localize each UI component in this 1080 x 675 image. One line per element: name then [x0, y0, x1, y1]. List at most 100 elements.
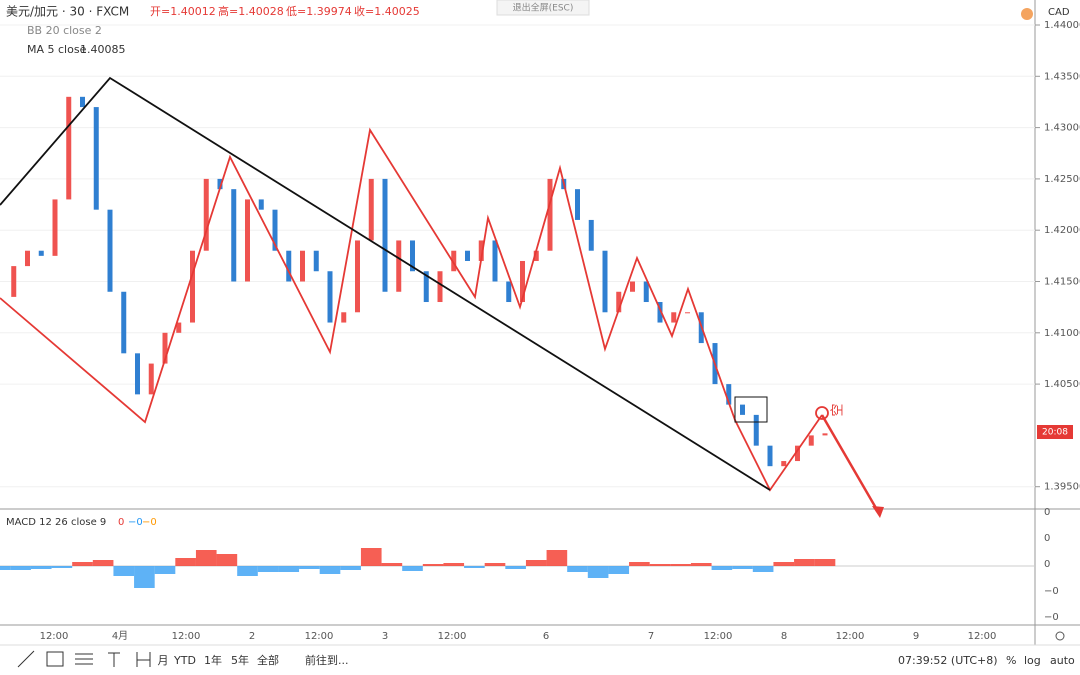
high: 高=1.40028 [218, 4, 284, 18]
candle [822, 433, 828, 436]
macd-tick-label: 0 [1044, 533, 1050, 544]
macd-v3: −0 [142, 517, 157, 528]
candle [38, 250, 44, 256]
macd-bar [587, 566, 609, 578]
price-tick-label: 1.42000 [1044, 225, 1080, 236]
symbol[interactable]: 美元/加元 · 30 · FXCM [6, 5, 129, 19]
close: 收=1.40025 [354, 4, 420, 18]
candle [616, 291, 622, 313]
open: 开=1.40012 [150, 5, 216, 18]
settings-icon[interactable] [1055, 631, 1065, 641]
macd-bar [72, 562, 93, 566]
candle [217, 178, 223, 190]
candle [588, 219, 594, 251]
macd-tick-label: −0 [1044, 612, 1059, 623]
time-label: 12:00 [438, 631, 467, 642]
tool-measure[interactable] [136, 652, 151, 667]
macd-bar [794, 559, 815, 566]
price-tick-label: 1.42500 [1044, 174, 1080, 185]
candle [396, 240, 402, 292]
price-tick-label: 1.43000 [1044, 123, 1080, 134]
auto-button[interactable]: auto [1050, 654, 1075, 667]
macd-bar [608, 566, 630, 574]
candle [121, 291, 127, 354]
macd-bar [195, 550, 217, 566]
exit-label[interactable]: 退出全屏(ESC) [513, 2, 574, 14]
time-label: 2 [249, 631, 255, 642]
range-button[interactable]: 全部 [257, 653, 279, 667]
macd-bar [505, 566, 526, 569]
log-button[interactable]: log [1024, 654, 1041, 667]
candle [176, 322, 182, 333]
candle [547, 178, 553, 251]
macd-bar [360, 548, 382, 566]
percent-button[interactable]: % [1006, 654, 1016, 667]
last-price-box [1037, 425, 1073, 439]
macd-label: MACD 12 26 close 9 [6, 517, 106, 528]
price-tick-label: 1.44000 [1044, 20, 1080, 31]
time-label: 12:00 [968, 631, 997, 642]
candle [162, 332, 168, 364]
macd-bar [402, 566, 423, 571]
candle [492, 240, 498, 282]
macd-bar [443, 563, 465, 566]
macd-bar [670, 564, 691, 566]
range-button[interactable]: 5年 [231, 653, 249, 667]
candle [753, 414, 759, 446]
macd-v1: 0 [118, 517, 124, 528]
macd-bar [278, 566, 300, 572]
time-label: 4月 [112, 630, 128, 642]
macd-bar [154, 566, 176, 574]
macd-bar [30, 566, 52, 569]
candle [643, 281, 649, 303]
macd-bar [134, 566, 155, 588]
candle [327, 271, 333, 323]
macd-bar [257, 566, 279, 572]
last-price: 20:08 [1042, 428, 1068, 438]
alert-icon[interactable] [1021, 8, 1033, 20]
clock: 07:39:52 (UTC+8) [898, 654, 998, 667]
macd-bar [92, 560, 114, 566]
candle [506, 281, 512, 303]
candle [368, 178, 374, 241]
time-label: 12:00 [172, 631, 201, 642]
macd-v2: −0 [128, 517, 143, 528]
drawings [0, 76, 884, 518]
time-label: 12:00 [836, 631, 865, 642]
arrow [820, 414, 882, 516]
candle [451, 250, 457, 272]
tool-rect[interactable] [46, 651, 64, 667]
candle [808, 435, 814, 446]
candle [203, 178, 209, 251]
candle [190, 250, 195, 323]
macd-bar [381, 563, 403, 566]
candle [602, 250, 608, 313]
macd-bar [216, 554, 238, 566]
macd-bar [464, 566, 485, 568]
macd-bar [340, 566, 361, 570]
range-button[interactable]: 月 [158, 654, 169, 667]
candle [148, 363, 154, 395]
tool-text[interactable] [108, 652, 120, 667]
macd-bar [299, 566, 320, 569]
trend-line [0, 76, 771, 491]
candle [410, 240, 415, 272]
macd-bar [773, 562, 795, 566]
goto-button[interactable]: 前往到... [305, 653, 349, 667]
candle [781, 461, 787, 467]
range-button[interactable]: 1年 [204, 653, 222, 667]
box [734, 396, 768, 423]
tool-line[interactable] [17, 650, 35, 668]
candle [465, 250, 470, 261]
time-label: 12:00 [305, 631, 334, 642]
exit-button[interactable] [496, 0, 590, 16]
macd-bar [484, 563, 506, 566]
candle [286, 250, 292, 282]
range-button[interactable]: YTD [173, 654, 196, 667]
macd-bar [422, 564, 444, 566]
circle [815, 406, 829, 420]
annotation: 空 [831, 403, 846, 416]
macd-tick-label: −0 [1044, 586, 1059, 597]
candle [382, 178, 388, 292]
